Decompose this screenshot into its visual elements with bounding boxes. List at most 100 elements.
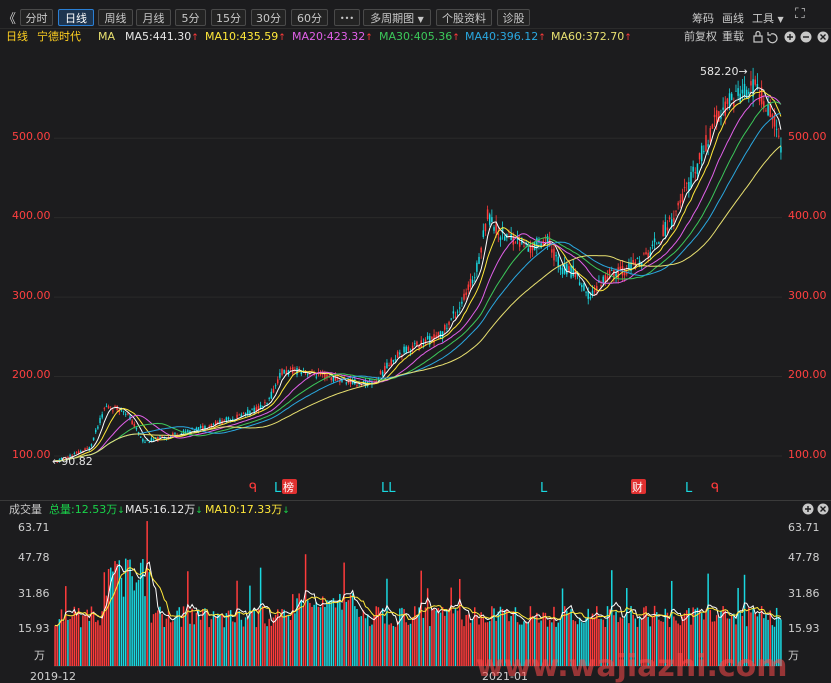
candle-body bbox=[232, 419, 234, 420]
candle-body bbox=[780, 146, 782, 153]
lock-icon[interactable] bbox=[753, 30, 763, 43]
adjust-button[interactable]: 前复权 bbox=[684, 30, 717, 43]
volume-bar bbox=[581, 622, 583, 666]
volume-bar bbox=[572, 620, 574, 666]
draw-line-button[interactable]: 画线 bbox=[722, 12, 744, 25]
candle-body bbox=[456, 311, 459, 313]
price-label-right: 300.00 bbox=[788, 289, 827, 302]
volume-bar bbox=[465, 614, 467, 666]
volume-bar bbox=[508, 621, 510, 666]
volume-bar bbox=[499, 606, 502, 666]
candle-body bbox=[287, 370, 290, 375]
candle-body bbox=[750, 81, 752, 86]
volume-bar bbox=[133, 590, 136, 666]
candle-body bbox=[773, 116, 776, 127]
tab-15min[interactable]: 15分 bbox=[211, 9, 246, 26]
candle-body bbox=[399, 352, 401, 355]
volume-bar bbox=[448, 608, 450, 666]
chips-button[interactable]: 筹码 bbox=[692, 12, 714, 25]
price-chart[interactable]: 500.00 400.00 300.00 200.00 100.00 500.0… bbox=[0, 46, 831, 498]
volume-bar bbox=[673, 616, 675, 666]
volume-bar bbox=[433, 608, 435, 666]
volume-bar bbox=[341, 609, 343, 666]
candle-body bbox=[84, 448, 86, 450]
volume-bar bbox=[67, 619, 69, 666]
candle-body bbox=[180, 433, 183, 435]
volume-bar bbox=[444, 615, 446, 666]
candle-body bbox=[255, 407, 258, 412]
candle-body bbox=[722, 107, 724, 110]
indicator-name[interactable]: MA bbox=[98, 30, 116, 43]
volume-bar bbox=[726, 618, 729, 666]
candle-body bbox=[351, 379, 354, 384]
volume-bar bbox=[690, 624, 692, 666]
tab-monthly[interactable]: 月线 bbox=[136, 9, 171, 26]
candle-body bbox=[277, 379, 279, 384]
volume-bar bbox=[306, 600, 309, 666]
volume-chart[interactable]: 63.71 47.78 31.86 15.93 万 63.71 47.78 31… bbox=[0, 518, 831, 683]
tab-30min[interactable]: 30分 bbox=[251, 9, 286, 26]
volume-bar bbox=[418, 607, 420, 666]
candle-body bbox=[394, 359, 397, 360]
volume-bar bbox=[662, 621, 664, 666]
event-badge-bg bbox=[631, 479, 646, 494]
event-marker[interactable]: L bbox=[685, 481, 693, 496]
volume-bar bbox=[127, 559, 129, 666]
volume-bar bbox=[771, 625, 774, 666]
tab-60min[interactable]: 60分 bbox=[291, 9, 328, 26]
event-marker[interactable]: L bbox=[274, 481, 282, 496]
volume-bar bbox=[514, 607, 517, 666]
candle-body bbox=[707, 144, 709, 147]
volume-bar bbox=[409, 623, 412, 666]
tab-weekly[interactable]: 周线 bbox=[98, 9, 133, 26]
volume-bar bbox=[326, 600, 328, 666]
diagnose-button[interactable]: 诊股 bbox=[497, 9, 530, 26]
volume-bar bbox=[606, 606, 609, 666]
tools-dropdown[interactable]: 工具 ▼ bbox=[752, 10, 784, 26]
volume-bar bbox=[328, 600, 330, 666]
zoom-in-icon[interactable] bbox=[784, 31, 796, 43]
close-icon[interactable] bbox=[817, 31, 829, 43]
price-label-left: 400.00 bbox=[12, 209, 51, 222]
volume-bar bbox=[647, 617, 649, 666]
volume-bar bbox=[388, 624, 390, 666]
candle-body bbox=[636, 257, 639, 259]
candle-body bbox=[570, 265, 572, 278]
candle-body bbox=[274, 385, 277, 387]
more-periods-button[interactable]: ••• bbox=[334, 9, 360, 26]
event-badge[interactable]: 财 bbox=[632, 480, 643, 494]
candle-body bbox=[281, 369, 283, 375]
candle-body bbox=[56, 460, 58, 463]
tab-5min[interactable]: 5分 bbox=[175, 9, 206, 26]
volume-bar bbox=[232, 621, 234, 666]
volume-bar bbox=[506, 610, 508, 666]
volume-bar bbox=[371, 624, 373, 666]
event-marker[interactable]: ᑫ bbox=[249, 481, 257, 496]
candle-body bbox=[174, 433, 176, 435]
close-icon[interactable] bbox=[817, 503, 829, 515]
event-marker[interactable]: L bbox=[540, 481, 548, 496]
zoom-in-icon[interactable] bbox=[802, 503, 814, 515]
expand-icon[interactable]: ⛶ bbox=[795, 6, 805, 22]
tab-daily[interactable]: 日线 bbox=[58, 9, 94, 26]
volume-bar bbox=[407, 624, 410, 666]
candle-body bbox=[86, 448, 88, 449]
reload-button[interactable]: 重载 bbox=[722, 30, 744, 43]
candle-body bbox=[628, 262, 630, 269]
stock-info-button[interactable]: 个股资料 bbox=[436, 9, 492, 26]
volume-label[interactable]: 成交量 bbox=[9, 503, 42, 516]
undo-icon[interactable] bbox=[767, 32, 778, 44]
multi-period-dropdown[interactable]: 多周期图 ▼ bbox=[363, 9, 431, 26]
zoom-out-icon[interactable] bbox=[800, 31, 812, 43]
volume-bar bbox=[739, 611, 741, 666]
candle-body bbox=[103, 408, 106, 410]
volume-bar bbox=[426, 588, 429, 666]
event-marker[interactable]: ᑫ bbox=[711, 481, 719, 496]
collapse-icon[interactable]: 《 bbox=[3, 12, 17, 27]
event-marker[interactable]: LL bbox=[381, 481, 396, 496]
volume-bar bbox=[758, 613, 761, 666]
tab-intraday[interactable]: 分时 bbox=[20, 9, 53, 26]
candle-body bbox=[454, 316, 457, 318]
candle-body bbox=[446, 327, 448, 329]
event-badge[interactable]: 榜 bbox=[283, 480, 294, 494]
